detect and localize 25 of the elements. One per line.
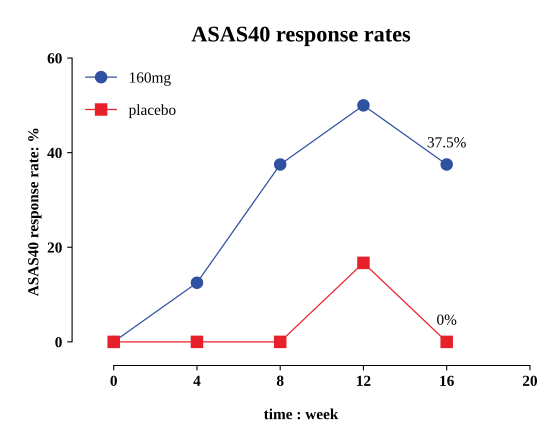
chart-title: ASAS40 response rates — [192, 26, 410, 46]
x-tick-label: 20 — [522, 376, 537, 386]
point — [440, 158, 453, 171]
x-tick-label: 16 — [440, 376, 454, 386]
point — [440, 336, 453, 348]
legend-label: 160mg — [130, 72, 171, 86]
y-tick-label: 40 — [47, 148, 62, 158]
annotation: 37.5% — [428, 137, 466, 148]
y-tick-label: 20 — [48, 242, 62, 253]
annotation: 0% — [437, 314, 456, 325]
point — [190, 336, 204, 348]
point — [190, 276, 204, 289]
x-tick-label: 0 — [110, 376, 117, 386]
legend-label: placebo — [128, 104, 176, 118]
point — [357, 99, 370, 112]
x-axis-title: time : week — [264, 408, 338, 420]
y-tick-label: 0 — [55, 336, 62, 348]
point — [274, 158, 286, 171]
point — [357, 256, 370, 270]
y-axis-title: ASAS40 response rate: % — [28, 128, 42, 296]
y-tick-label: 60 — [48, 53, 62, 64]
x-tick-label: 4 — [193, 376, 200, 386]
x-tick-label: 12 — [357, 376, 370, 386]
point — [274, 336, 286, 348]
x-tick-label: 8 — [276, 376, 284, 386]
